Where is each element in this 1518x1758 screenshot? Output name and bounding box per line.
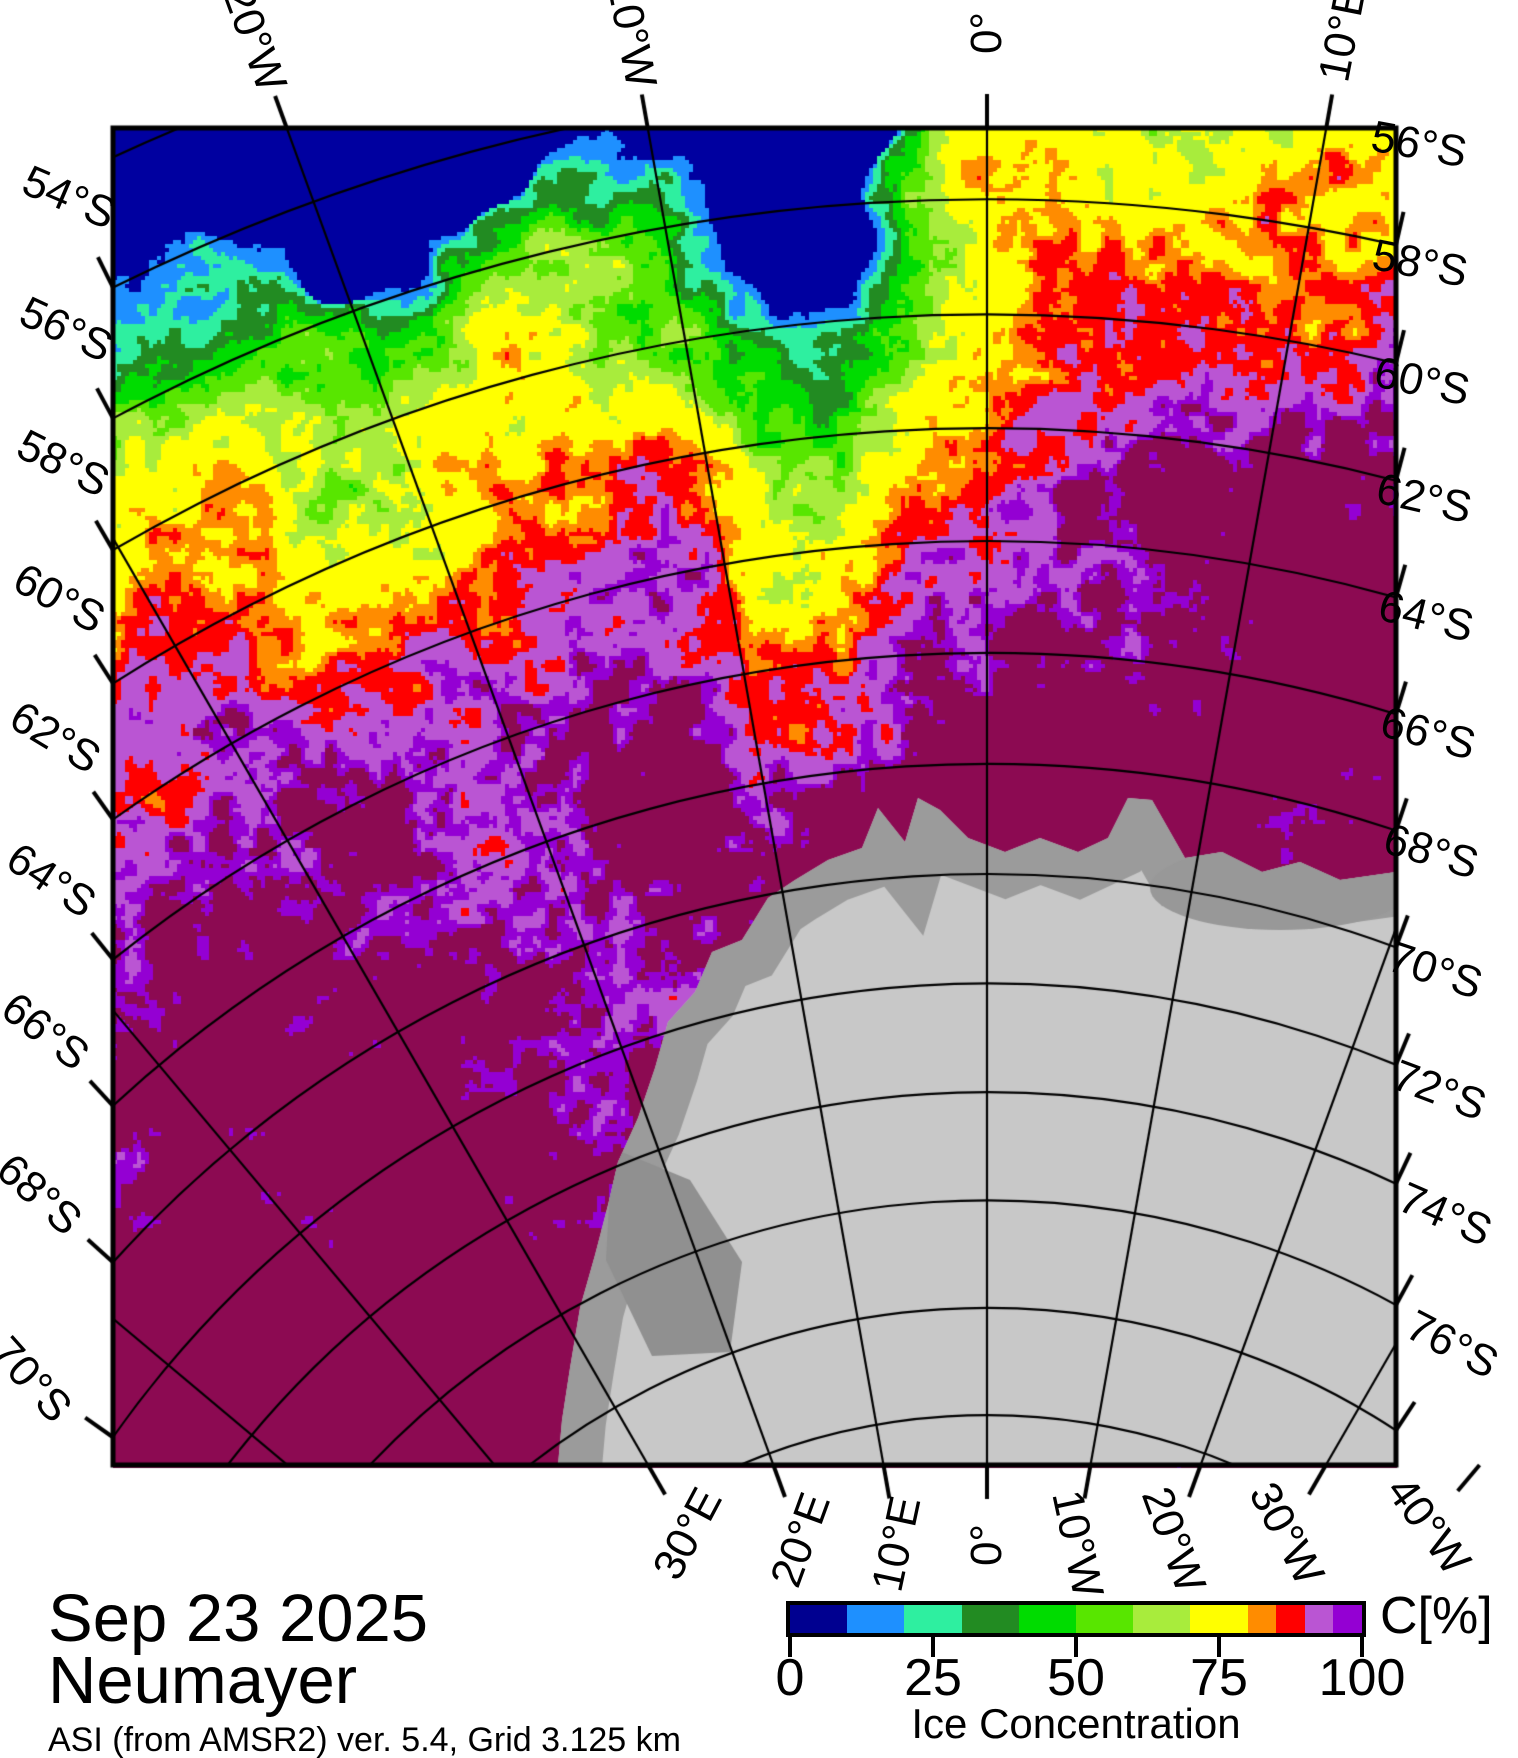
colorbar-tick xyxy=(1074,1637,1078,1657)
colorbar-unit-label: C[%] xyxy=(1380,1587,1493,1645)
colorbar-tick xyxy=(1217,1637,1221,1657)
colorbar-tick-label: 25 xyxy=(904,1649,962,1707)
colorbar-tick-label: 100 xyxy=(1318,1649,1406,1707)
colorbar-segment xyxy=(1133,1605,1191,1633)
colorbar-segment xyxy=(1247,1605,1277,1633)
colorbar-tick xyxy=(1360,1637,1364,1657)
map-date: Sep 23 2025 xyxy=(48,1581,429,1656)
colorbar-tick xyxy=(788,1637,792,1657)
colorbar-segment xyxy=(1276,1605,1305,1633)
colorbar-tick-label: 0 xyxy=(775,1649,805,1707)
colorbar-segment xyxy=(1018,1605,1077,1633)
colorbar-tick xyxy=(931,1637,935,1657)
colorbar-segment xyxy=(961,1605,1019,1633)
title-block: Sep 23 2025 Neumayer ASI (from AMSR2) ve… xyxy=(48,1581,681,1758)
colorbar-axis-label: Ice Concentration xyxy=(911,1700,1241,1747)
colorbar-segment xyxy=(790,1605,848,1633)
colorbar-segment xyxy=(1190,1605,1248,1633)
colorbar-segment xyxy=(904,1605,962,1633)
colorbar xyxy=(786,1601,1366,1637)
colorbar-tick-label: 75 xyxy=(1190,1649,1248,1707)
colorbar-segment xyxy=(1076,1605,1134,1633)
colorbar-segment xyxy=(1304,1605,1334,1633)
colorbar-segment xyxy=(1333,1605,1362,1633)
lon-label-top: 0° xyxy=(962,11,1011,55)
colorbar-tick-label: 50 xyxy=(1047,1649,1105,1707)
data-source-line: ASI (from AMSR2) ver. 5.4, Grid 3.125 km xyxy=(48,1721,681,1758)
lon-label-bottom: 0° xyxy=(962,1523,1011,1567)
map-location: Neumayer xyxy=(48,1643,358,1718)
colorbar-segment xyxy=(847,1605,905,1633)
